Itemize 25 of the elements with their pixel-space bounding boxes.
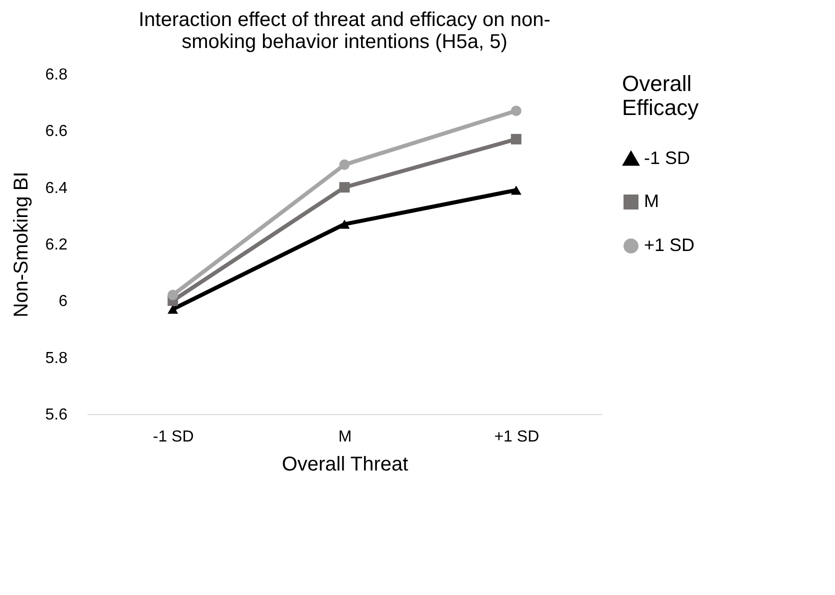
x-tick-label: -1 SD (152, 428, 194, 446)
y-tick-label: 6.2 (45, 236, 68, 254)
point (168, 290, 178, 300)
y-tick-label: 5.8 (45, 350, 68, 367)
point (339, 159, 350, 170)
y-tick-label: 6 (58, 293, 68, 310)
y-axis-title: Non-Smoking BI (10, 172, 32, 318)
y-tick-label: 6.6 (45, 123, 68, 140)
x-tick-label: M (338, 428, 352, 446)
legend-label: M (644, 191, 659, 211)
legend-title: Overall Efficacy (622, 71, 699, 120)
chart-title: Interaction effect of threat and efficacy on non-smoking behavior intentions (H5a, 5) (138, 9, 550, 53)
point (510, 106, 522, 116)
point (510, 134, 522, 144)
x-tick-label: +1 SD (494, 428, 540, 446)
point (339, 220, 350, 229)
y-tick-label: 6.4 (45, 180, 68, 197)
point (168, 304, 178, 314)
point (339, 182, 350, 193)
y-tick-label: 6.8 (45, 66, 68, 84)
point (510, 186, 522, 195)
y-tick-label: 5.6 (45, 406, 68, 424)
legend-label: +1 SD (644, 235, 695, 255)
legend-label: -1 SD (644, 148, 690, 168)
x-axis-title: Overall Threat (282, 454, 409, 476)
